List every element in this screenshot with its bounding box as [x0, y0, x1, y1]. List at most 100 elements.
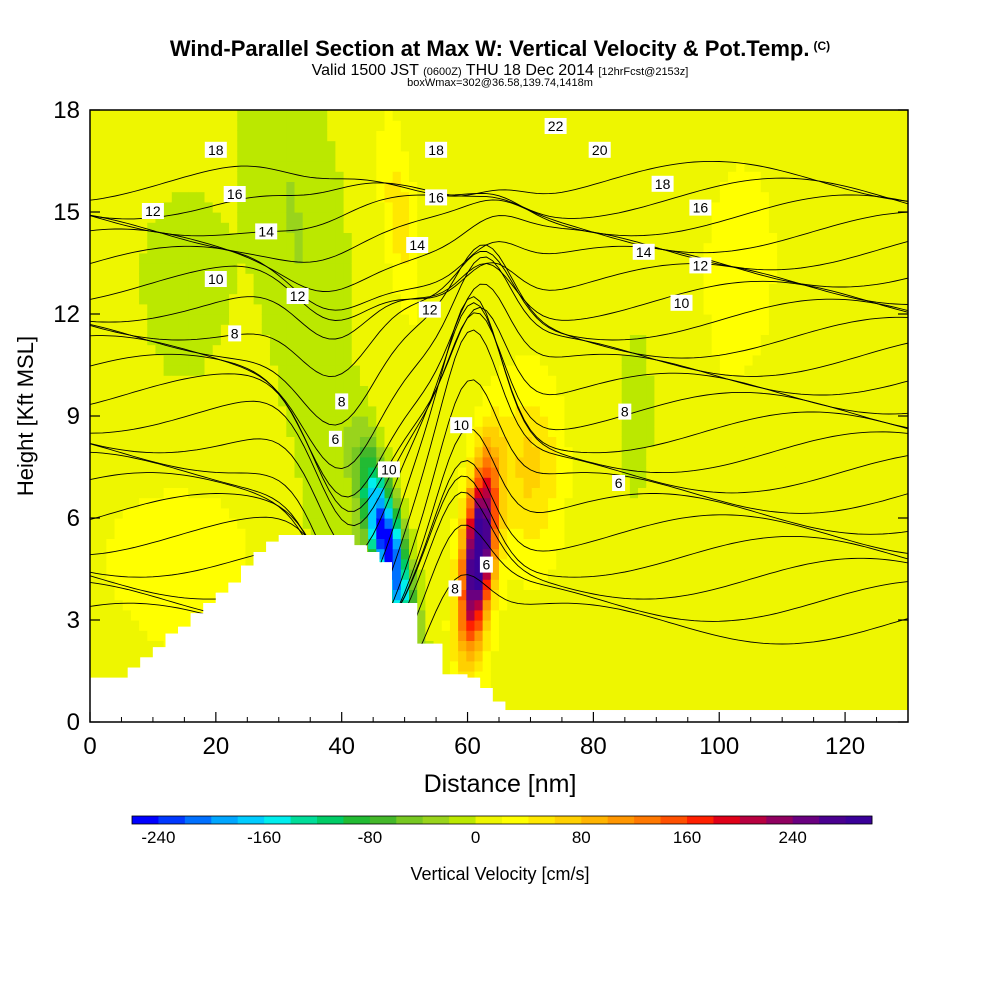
velocity-cell [638, 589, 647, 601]
velocity-cell [335, 273, 345, 284]
velocity-cell [269, 303, 279, 315]
velocity-cell [368, 120, 377, 131]
velocity-cell [736, 405, 745, 417]
velocity-cell [580, 130, 590, 142]
velocity-cell [638, 569, 647, 580]
velocity-cell [220, 436, 230, 448]
velocity-cell [245, 191, 255, 203]
velocity-cell [736, 375, 745, 386]
velocity-cell [139, 232, 148, 244]
velocity-cell [670, 201, 680, 213]
velocity-cell [719, 222, 729, 233]
velocity-cell [114, 589, 124, 601]
velocity-cell [294, 171, 304, 182]
velocity-cell [196, 140, 206, 152]
velocity-cell [302, 375, 312, 386]
velocity-cell [449, 630, 459, 641]
velocity-cell [548, 110, 557, 121]
velocity-cell [400, 365, 410, 376]
velocity-cell [253, 477, 263, 488]
velocity-cell [188, 405, 197, 417]
velocity-cell [302, 212, 312, 223]
velocity-cell [376, 293, 386, 305]
velocity-cell [621, 161, 631, 172]
velocity-cell [613, 538, 623, 550]
velocity-cell [359, 140, 369, 152]
velocity-cell [678, 599, 688, 611]
velocity-cell [212, 507, 222, 519]
velocity-cell [302, 507, 312, 519]
velocity-cell [400, 242, 410, 254]
velocity-cell [760, 130, 770, 142]
velocity-cell [466, 334, 476, 346]
velocity-cell [572, 130, 582, 142]
velocity-cell [278, 232, 287, 244]
velocity-cell [736, 273, 745, 284]
velocity-cell [188, 324, 197, 335]
velocity-cell [155, 344, 165, 356]
velocity-cell [441, 497, 451, 509]
velocity-cell [237, 456, 247, 468]
velocity-cell [204, 538, 214, 550]
velocity-cell [400, 456, 410, 468]
velocity-cell [719, 344, 729, 356]
velocity-cell [220, 507, 230, 519]
velocity-cell [245, 130, 255, 142]
velocity-cell [613, 385, 623, 397]
velocity-cell [621, 538, 631, 550]
velocity-cell [179, 426, 189, 437]
velocity-cell [474, 579, 484, 590]
velocity-cell [335, 242, 345, 254]
velocity-cell [310, 252, 320, 264]
velocity-cell [359, 273, 369, 284]
velocity-cell [466, 599, 476, 611]
velocity-cell [392, 273, 402, 284]
velocity-cell [343, 252, 353, 264]
velocity-cell [719, 201, 729, 213]
velocity-cell [237, 436, 247, 448]
velocity-cell [253, 416, 263, 427]
velocity-cell [670, 222, 680, 233]
velocity-cell [139, 609, 148, 621]
velocity-cell [319, 140, 328, 152]
velocity-cell [662, 242, 672, 254]
velocity-cell [613, 293, 623, 305]
velocity-cell [490, 681, 500, 692]
velocity-cell [343, 446, 353, 458]
velocity-cell [548, 528, 557, 539]
velocity-cell [482, 375, 492, 386]
velocity-cell [278, 365, 287, 376]
velocity-cell [179, 191, 189, 203]
velocity-cell [588, 161, 598, 172]
velocity-cell [678, 344, 688, 356]
velocity-cell [310, 436, 320, 448]
velocity-cell [760, 242, 770, 254]
velocity-cell [114, 599, 124, 611]
velocity-cell [629, 303, 639, 315]
velocity-cell [384, 222, 394, 233]
velocity-cell [245, 467, 255, 478]
velocity-cell [539, 579, 549, 590]
velocity-cell [670, 436, 680, 448]
velocity-cell [728, 446, 737, 458]
velocity-cell [122, 640, 132, 652]
velocity-cell [580, 161, 590, 172]
velocity-cell [319, 150, 328, 162]
velocity-cell [188, 130, 197, 142]
velocity-cell [90, 599, 99, 611]
velocity-cell [155, 171, 165, 182]
velocity-cell [335, 354, 345, 366]
velocity-cell [351, 385, 361, 397]
velocity-cell [466, 252, 476, 264]
velocity-cell [392, 548, 402, 560]
velocity-cell [572, 201, 582, 213]
velocity-cell [343, 324, 353, 335]
velocity-cell [171, 416, 181, 427]
velocity-cell [572, 263, 582, 274]
velocity-cell [687, 365, 696, 376]
velocity-cell [687, 436, 696, 448]
velocity-cell [114, 212, 124, 223]
velocity-cell [572, 477, 582, 488]
velocity-cell [466, 130, 476, 142]
velocity-cell [212, 395, 222, 407]
